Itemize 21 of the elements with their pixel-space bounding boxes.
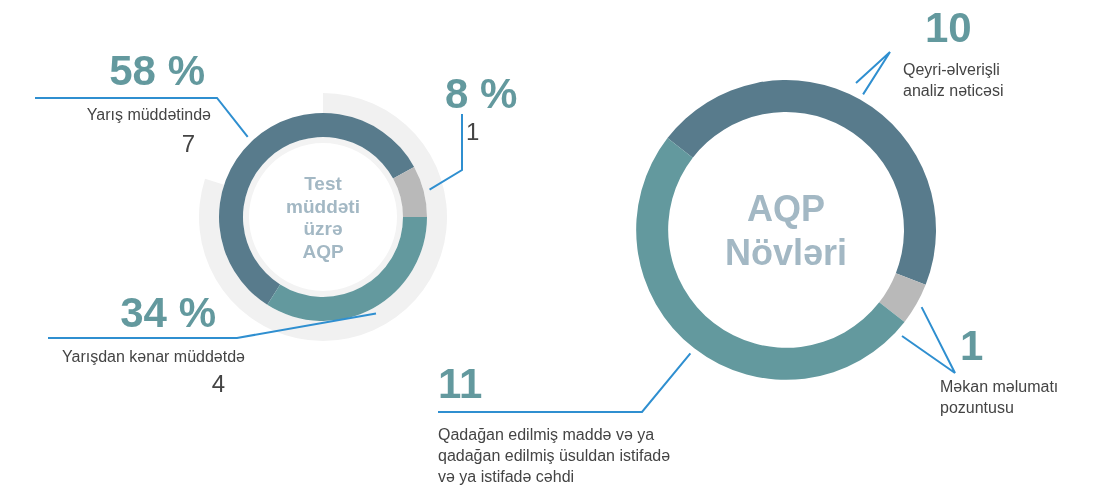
donut-slice xyxy=(393,166,427,217)
text: 4 xyxy=(211,370,225,397)
donut-slice xyxy=(879,273,926,322)
slice-label: Qadağan edilmiş maddə və ya qadağan edilmiş üsuldan istifadə və ya istifadə cəhdi xyxy=(438,426,671,485)
data-label: 11 xyxy=(438,360,483,407)
slice-label: Yarışdan kənar müddətdə xyxy=(62,348,246,365)
slice-label: Məkan məlumatı pozuntusu xyxy=(940,378,1059,416)
text: Test müddəti üzrə AQP xyxy=(286,172,360,262)
data-label: 10 xyxy=(925,4,972,51)
donut-slice xyxy=(219,113,415,305)
data-label: 58 % xyxy=(109,47,205,94)
data-label: 8 % xyxy=(445,70,518,117)
text: AQP Növləri xyxy=(724,187,848,273)
data-label: 34 % xyxy=(120,289,216,336)
text: 1 xyxy=(466,118,480,145)
donut-slice xyxy=(267,217,427,321)
text: 7 xyxy=(181,130,195,157)
slice-label: Qeyri-əlverişli analiz nəticəsi xyxy=(903,61,1004,99)
slice-label: Yarış müddətində xyxy=(86,106,212,123)
data-label: 1 xyxy=(960,322,984,369)
donut-slice xyxy=(636,138,905,380)
